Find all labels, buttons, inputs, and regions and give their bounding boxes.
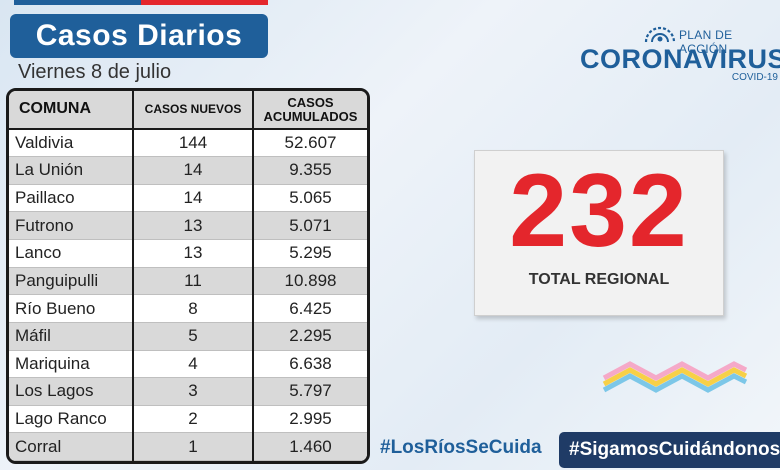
cell-comuna: Máfil — [9, 322, 134, 351]
cell-comuna: Panguipulli — [9, 267, 134, 296]
cell-casos-nuevos: 2 — [133, 405, 254, 434]
cell-casos-acumulados: 1.460 — [253, 432, 367, 461]
total-regional-label: TOTAL REGIONAL — [528, 271, 670, 288]
cell-casos-nuevos: 5 — [133, 322, 254, 351]
regional-waves-logo-icon — [602, 361, 748, 393]
cell-casos-nuevos: 11 — [133, 267, 254, 296]
cell-casos-acumulados: 10.898 — [253, 267, 367, 296]
cell-casos-acumulados: 5.065 — [253, 184, 367, 213]
column-header-casos-acumulados: CASOS ACUMULADOS — [253, 91, 367, 130]
cell-casos-nuevos: 8 — [133, 294, 254, 323]
table-row: Máfil 5 2.295 — [9, 322, 367, 351]
cell-casos-acumulados: 5.295 — [253, 239, 367, 268]
table-row: Lago Ranco 2 2.995 — [9, 405, 367, 434]
hashtag-sigamos: #SigamosCuidándonos — [559, 432, 780, 468]
table-row: Paillaco 14 5.065 — [9, 184, 367, 213]
cell-comuna: Paillaco — [9, 184, 134, 213]
logo-main-text: CORONAVIRUS — [580, 44, 780, 74]
cell-casos-nuevos: 1 — [133, 432, 254, 461]
table-row: Río Bueno 8 6.425 — [9, 294, 367, 323]
column-header-acumulados-line2: ACUMULADOS — [263, 108, 358, 124]
cell-casos-nuevos: 13 — [133, 211, 254, 240]
hashtag-los-rios: #LosRíosSeCuida — [380, 437, 542, 458]
government-emblem-icon — [644, 26, 676, 43]
table-row: La Unión 14 9.355 — [9, 156, 367, 185]
cell-casos-nuevos: 13 — [133, 239, 254, 268]
cell-comuna: Futrono — [9, 211, 134, 240]
cell-casos-acumulados: 9.355 — [253, 156, 367, 185]
cell-comuna: Valdivia — [9, 129, 134, 158]
table-row: Valdivia 144 52.607 — [9, 129, 367, 158]
table-row: Mariquina 4 6.638 — [9, 350, 367, 379]
cell-casos-nuevos: 4 — [133, 350, 254, 379]
cell-comuna: Lanco — [9, 239, 134, 268]
page-title: Casos Diarios — [10, 14, 268, 58]
cell-comuna: Corral — [9, 432, 134, 461]
cell-casos-acumulados: 2.295 — [253, 322, 367, 351]
table-row: Panguipulli 11 10.898 — [9, 267, 367, 296]
column-header-casos-nuevos: CASOS NUEVOS — [133, 91, 254, 130]
cell-comuna: Mariquina — [9, 350, 134, 379]
cell-casos-nuevos: 14 — [133, 184, 254, 213]
cell-casos-nuevos: 3 — [133, 377, 254, 406]
cell-casos-acumulados: 52.607 — [253, 129, 367, 158]
cell-comuna: Río Bueno — [9, 294, 134, 323]
cell-comuna: Lago Ranco — [9, 405, 134, 434]
cell-casos-nuevos: 14 — [133, 156, 254, 185]
table-row: Lanco 13 5.295 — [9, 239, 367, 268]
top-flag-stripe — [14, 0, 268, 5]
total-regional-card: 232 TOTAL REGIONAL — [474, 150, 724, 316]
column-header-comuna: COMUNA — [9, 91, 134, 130]
column-header-acumulados-line1: CASOS — [287, 94, 334, 110]
table-row: Corral 1 1.460 — [9, 432, 367, 461]
logo-plan-text: PLAN DE ACCIÓN — [679, 28, 733, 56]
cell-casos-acumulados: 2.995 — [253, 405, 367, 434]
total-regional-value: 232 — [509, 153, 689, 269]
coronavirus-plan-logo: PLAN DE ACCIÓN CORONAVIRUS COVID-19 — [580, 22, 780, 86]
cell-casos-acumulados: 6.638 — [253, 350, 367, 379]
cell-casos-acumulados: 5.797 — [253, 377, 367, 406]
cell-casos-acumulados: 6.425 — [253, 294, 367, 323]
report-date: Viernes 8 de julio — [18, 61, 172, 83]
cell-comuna: La Unión — [9, 156, 134, 185]
cell-casos-acumulados: 5.071 — [253, 211, 367, 240]
table-row: Futrono 13 5.071 — [9, 211, 367, 240]
cell-casos-nuevos: 144 — [133, 129, 254, 158]
cases-table: COMUNA CASOS NUEVOS CASOS ACUMULADOS Val… — [6, 88, 370, 464]
cell-comuna: Los Lagos — [9, 377, 134, 406]
table-row: Los Lagos 3 5.797 — [9, 377, 367, 406]
logo-covid-text: COVID-19 — [731, 72, 778, 83]
table-body: Valdivia 144 52.607 La Unión 14 9.355 Paillaco… — [9, 129, 367, 461]
